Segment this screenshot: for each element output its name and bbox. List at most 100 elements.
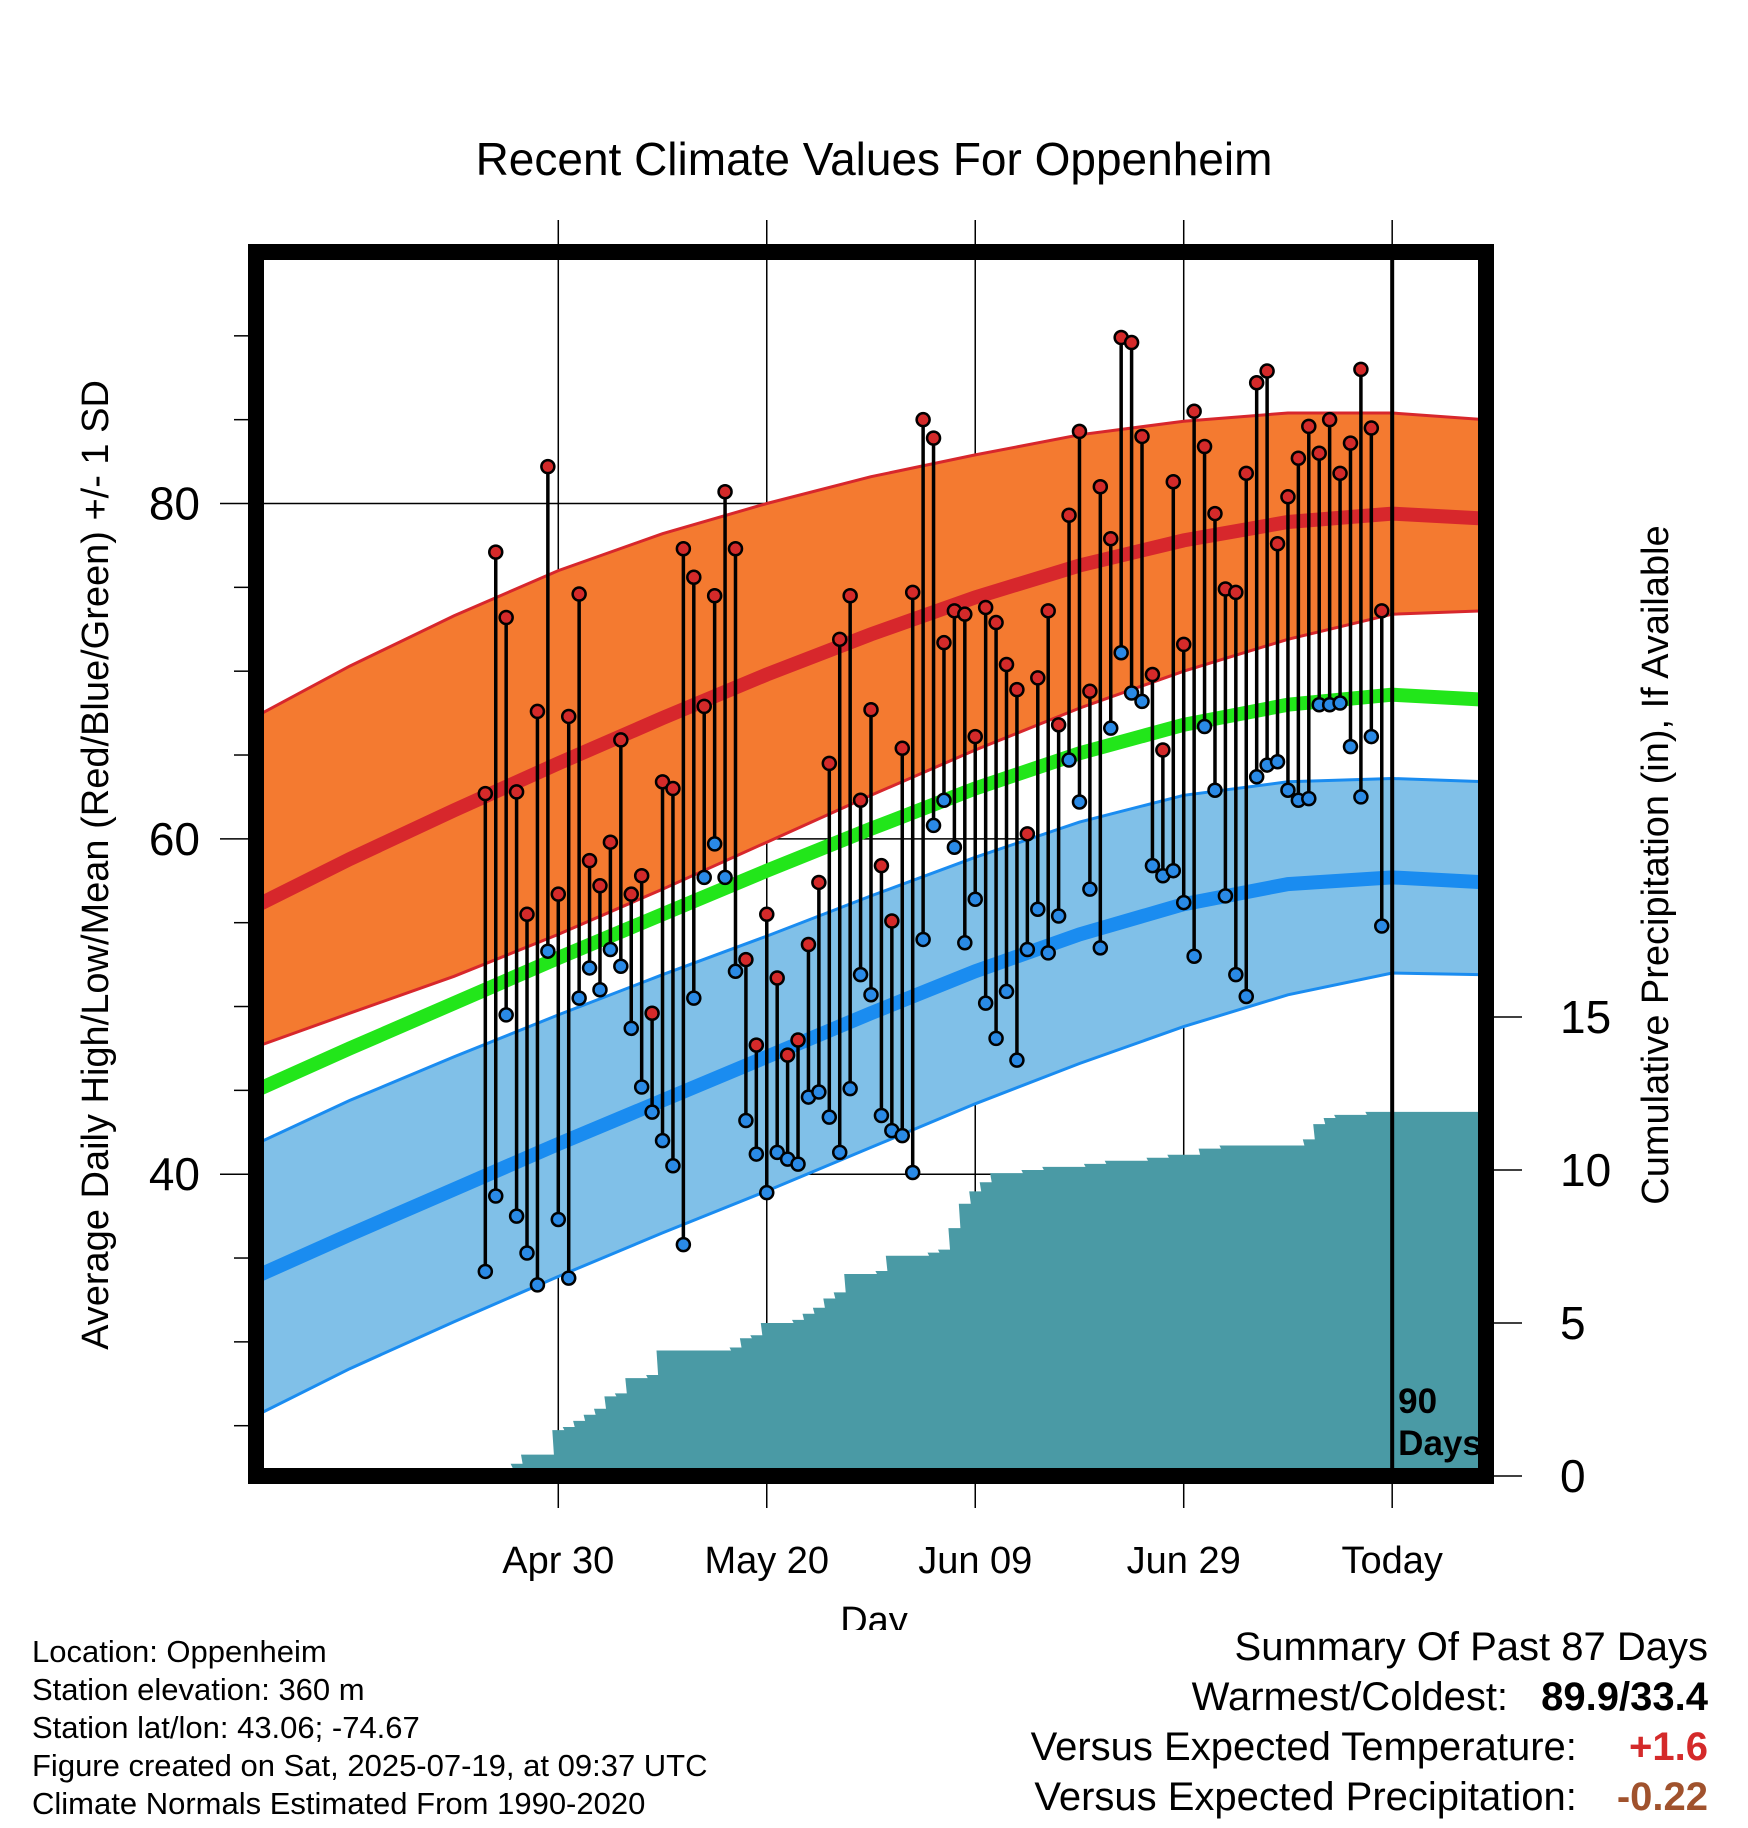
summary-panel: Summary Of Past 87 Days Warmest/Coldest:… <box>1031 1622 1708 1822</box>
daily-low-point <box>811 1084 827 1100</box>
daily-low-point <box>1374 918 1390 934</box>
daily-low-point <box>967 891 983 907</box>
daily-high-point <box>1363 420 1380 436</box>
daily-low-point <box>592 982 608 998</box>
daily-high-point <box>665 780 681 797</box>
daily-low-point <box>1030 901 1046 918</box>
daily-high-point <box>1030 670 1046 686</box>
daily-high-point <box>759 906 775 923</box>
daily-high-point <box>675 541 692 557</box>
daily-low-point <box>1165 862 1182 879</box>
daily-low-point <box>529 1277 546 1293</box>
daily-low-point <box>508 1208 525 1224</box>
daily-high-point <box>1102 530 1119 547</box>
daily-low-point <box>1071 794 1088 810</box>
daily-low-point <box>477 1263 494 1280</box>
latlon-text: Station lat/lon: 43.06; -74.67 <box>32 1710 420 1745</box>
daily-high-point <box>1134 428 1150 445</box>
daily-high-point <box>1353 361 1369 378</box>
daily-low-point <box>946 839 963 855</box>
daily-low-point <box>925 817 942 834</box>
daily-high-point <box>654 774 671 790</box>
daily-high-point <box>592 878 608 894</box>
daily-low-point <box>894 1127 911 1144</box>
daily-high-point <box>1071 423 1088 440</box>
daily-low-point <box>915 931 931 948</box>
daily-high-point <box>529 703 546 720</box>
daily-low-point <box>613 958 629 975</box>
daily-low-point <box>717 869 733 886</box>
daily-high-point <box>1332 465 1348 482</box>
y-tick-label: 80 <box>149 478 200 530</box>
daily-high-point <box>936 634 952 651</box>
daily-high-point <box>811 874 827 891</box>
daily-low-point <box>863 987 879 1003</box>
today-days-label-1: 90 <box>1398 1382 1437 1421</box>
daily-low-point <box>1102 720 1119 736</box>
daily-low-point <box>519 1245 535 1261</box>
daily-high-point <box>842 587 858 604</box>
daily-low-point <box>706 836 723 852</box>
precip-value: -0.22 <box>1616 1775 1708 1819</box>
daily-high-point <box>988 614 1004 631</box>
daily-low-point <box>873 1107 890 1124</box>
warm-cold-label: Warmest/Coldest: <box>1191 1675 1509 1719</box>
daily-low-point <box>998 983 1015 1000</box>
x-axis-label: Day <box>840 1600 908 1630</box>
y-tick-label: 60 <box>149 813 200 865</box>
daily-high-point <box>1321 411 1338 428</box>
daily-low-point <box>1238 988 1255 1005</box>
chart-title: Recent Climate Values For Oppenheim <box>476 133 1273 185</box>
summary-warm-cold-row: Warmest/Coldest: 89.9/33.4 <box>1031 1672 1708 1722</box>
warm-cold-value: 89.9/33.4 <box>1541 1675 1708 1719</box>
daily-high-point <box>1040 603 1056 619</box>
daily-low-point <box>1061 752 1077 768</box>
daily-high-point <box>831 631 848 648</box>
daily-low-point <box>1144 857 1161 874</box>
daily-low-point <box>498 1007 514 1023</box>
daily-low-point <box>1342 738 1359 755</box>
daily-low-point <box>571 990 587 1006</box>
daily-high-point <box>769 970 785 986</box>
daily-high-point <box>717 484 733 500</box>
daily-low-point <box>988 1030 1004 1047</box>
daily-low-point <box>1280 782 1296 798</box>
low-normal-line <box>256 870 1486 1283</box>
daily-high-point <box>1301 418 1317 435</box>
daily-high-point <box>957 606 973 622</box>
daily-high-point <box>738 951 754 968</box>
x-tick-label: Today <box>1341 1540 1442 1582</box>
daily-low-point <box>1217 888 1234 904</box>
daily-high-point <box>1280 489 1296 505</box>
daily-high-point <box>602 834 619 850</box>
y2-axis-label: Cumulative Precipitation (in), If Availa… <box>1635 525 1677 1204</box>
daily-low-point <box>1186 948 1202 964</box>
daily-high-point <box>915 411 931 428</box>
daily-high-point <box>1374 603 1390 619</box>
daily-high-point <box>519 906 535 923</box>
daily-low-point <box>1082 881 1098 897</box>
climate-chart: Recent Climate Values For Oppenheim 90 Da… <box>75 133 1677 1630</box>
daily-high-point <box>508 784 525 800</box>
daily-low-point <box>1196 718 1213 735</box>
daily-high-point <box>1082 683 1098 700</box>
station-info: Location: Oppenheim Station elevation: 3… <box>32 1633 708 1823</box>
daily-high-point <box>560 708 577 725</box>
daily-high-point <box>571 586 587 602</box>
daily-high-point <box>1311 445 1327 461</box>
x-tick-label: Apr 30 <box>502 1540 614 1582</box>
daily-low-point <box>1113 644 1129 661</box>
daily-low-point <box>821 1109 838 1125</box>
created-text: Figure created on Sat, 2025-07-19, at 09… <box>32 1748 708 1783</box>
daily-high-point <box>1050 717 1067 733</box>
x-tick-label: May 20 <box>704 1540 829 1582</box>
daily-high-point <box>686 569 702 586</box>
daily-low-point <box>904 1164 921 1181</box>
daily-low-point <box>842 1080 858 1097</box>
daily-low-point <box>665 1158 681 1174</box>
daily-high-point <box>1196 438 1213 455</box>
daily-low-point <box>1363 728 1380 745</box>
daily-high-point <box>1092 478 1109 495</box>
daily-high-point <box>477 785 494 802</box>
